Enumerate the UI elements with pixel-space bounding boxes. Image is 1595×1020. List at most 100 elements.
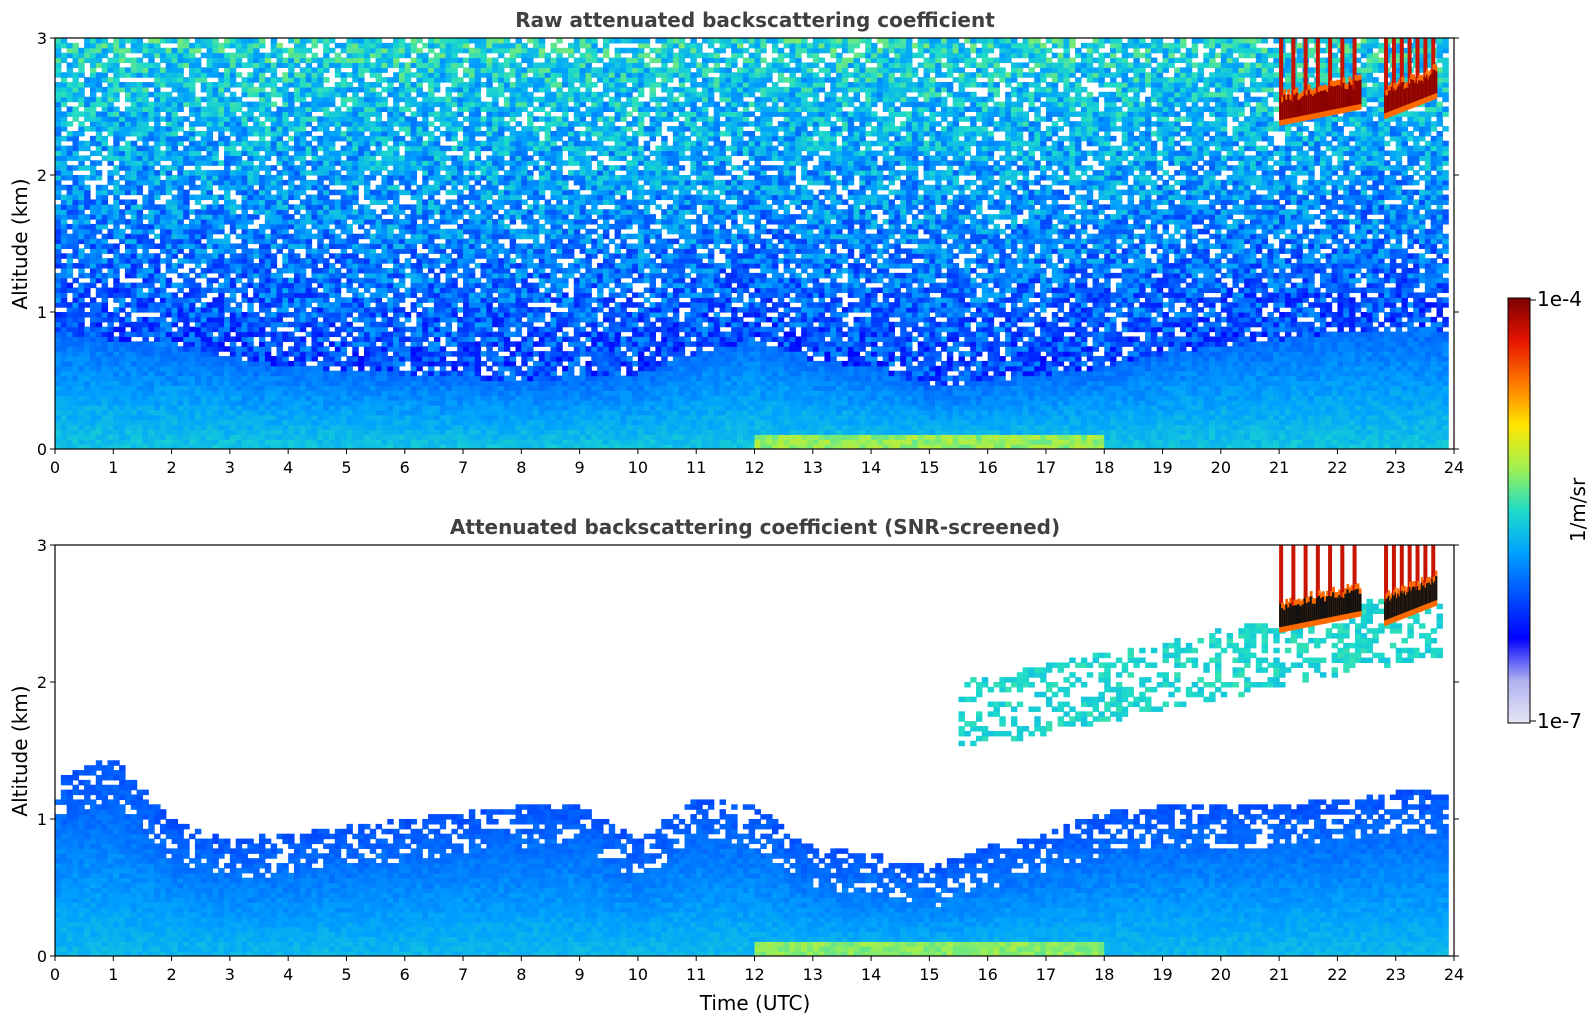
heatmap-cell [60, 194, 68, 201]
heatmap-cell [299, 404, 307, 411]
heatmap-cell [352, 184, 359, 191]
heatmap-cell [264, 360, 272, 367]
heatmap-cell [212, 429, 219, 435]
heatmap-cell [171, 439, 179, 445]
heatmap-cell [305, 404, 313, 411]
heatmap-cell [200, 258, 208, 264]
heatmap-cell [89, 267, 97, 274]
heatmap-cell [55, 62, 62, 68]
heatmap-cell [159, 316, 167, 323]
heatmap-cell [363, 287, 371, 294]
heatmap-cell [270, 82, 278, 88]
heatmap-cell [352, 42, 359, 49]
heatmap-cell [142, 179, 149, 186]
heatmap-cell [113, 77, 120, 83]
heatmap-cell [177, 444, 184, 449]
heatmap-cell [101, 96, 109, 103]
heatmap-cell [212, 400, 219, 406]
heatmap-cell [363, 385, 371, 391]
heatmap-cell [264, 351, 272, 357]
heatmap-cell [328, 253, 336, 259]
heatmap-cell [165, 228, 173, 235]
heatmap-cell [416, 263, 423, 269]
heatmap-cell [194, 434, 202, 440]
heatmap-cell [159, 47, 167, 54]
heatmap-cell [142, 52, 149, 59]
heatmap-cell [60, 439, 68, 445]
heatmap-cell [241, 62, 248, 68]
heatmap-cell [340, 312, 348, 318]
heatmap-cell [433, 82, 441, 88]
heatmap-cell [259, 233, 266, 240]
heatmap-cell [84, 175, 91, 181]
heatmap-cell [247, 356, 254, 362]
heatmap-cell [107, 121, 114, 127]
heatmap-cell [119, 160, 126, 166]
heatmap-cell [60, 160, 68, 166]
heatmap-cell [428, 395, 435, 401]
heatmap-cell [60, 233, 68, 240]
heatmap-cell [66, 47, 74, 54]
heatmap-cell [95, 170, 103, 176]
heatmap-cell [381, 424, 388, 431]
heatmap-cell [148, 179, 155, 186]
heatmap-cell [259, 86, 266, 93]
heatmap-cell [294, 287, 301, 294]
heatmap-cell [235, 277, 243, 284]
heatmap-cell [422, 326, 429, 333]
heatmap-cell [416, 57, 423, 64]
heatmap-cell [375, 370, 383, 377]
heatmap-cell [235, 160, 243, 166]
heatmap-cell [171, 409, 179, 416]
heatmap-cell [101, 204, 109, 210]
heatmap-cell [200, 365, 208, 372]
heatmap-cell [66, 170, 74, 176]
heatmap-cell [206, 312, 213, 318]
heatmap-cell [183, 194, 190, 201]
heatmap-cell [422, 219, 429, 225]
heatmap-cell [241, 145, 248, 152]
heatmap-cell [189, 424, 196, 431]
heatmap-cell [264, 199, 272, 205]
heatmap-cell [311, 400, 318, 406]
heatmap-cell [264, 409, 272, 416]
heatmap-cell [387, 444, 394, 449]
heatmap-cell [124, 38, 132, 44]
heatmap-cell [253, 62, 260, 68]
heatmap-cell [393, 62, 400, 68]
heatmap-cell [218, 57, 225, 64]
heatmap-cell [189, 346, 196, 352]
heatmap-cell [89, 77, 97, 83]
heatmap-cell [159, 233, 167, 240]
heatmap-cell [189, 223, 196, 230]
heatmap-cell [113, 121, 120, 127]
heatmap-cell [317, 214, 324, 220]
heatmap-cell [165, 365, 173, 372]
heatmap-cell [212, 82, 219, 88]
heatmap-cell [130, 86, 138, 93]
heatmap-cell [212, 179, 219, 186]
heatmap-cell [84, 238, 91, 245]
heatmap-cell [66, 243, 74, 249]
heatmap-cell [451, 297, 458, 303]
heatmap-cell [276, 331, 283, 338]
heatmap-cell [253, 101, 260, 108]
heatmap-cell [410, 62, 418, 68]
heatmap-cell [189, 258, 196, 264]
heatmap-cell [84, 365, 91, 372]
heatmap-cell [393, 297, 400, 303]
heatmap-cell [154, 209, 161, 215]
heatmap-cell [124, 204, 132, 210]
heatmap-cell [305, 409, 313, 416]
heatmap-cell [451, 52, 458, 59]
heatmap-cell [224, 419, 231, 426]
heatmap-cell [445, 375, 452, 382]
heatmap-cell [369, 267, 377, 274]
heatmap-cell [433, 336, 441, 342]
heatmap-cell [130, 375, 138, 382]
heatmap-cell [451, 267, 458, 274]
heatmap-cell [171, 209, 179, 215]
heatmap-cell [212, 42, 219, 49]
heatmap-cell [159, 390, 167, 396]
heatmap-cell [247, 277, 254, 284]
